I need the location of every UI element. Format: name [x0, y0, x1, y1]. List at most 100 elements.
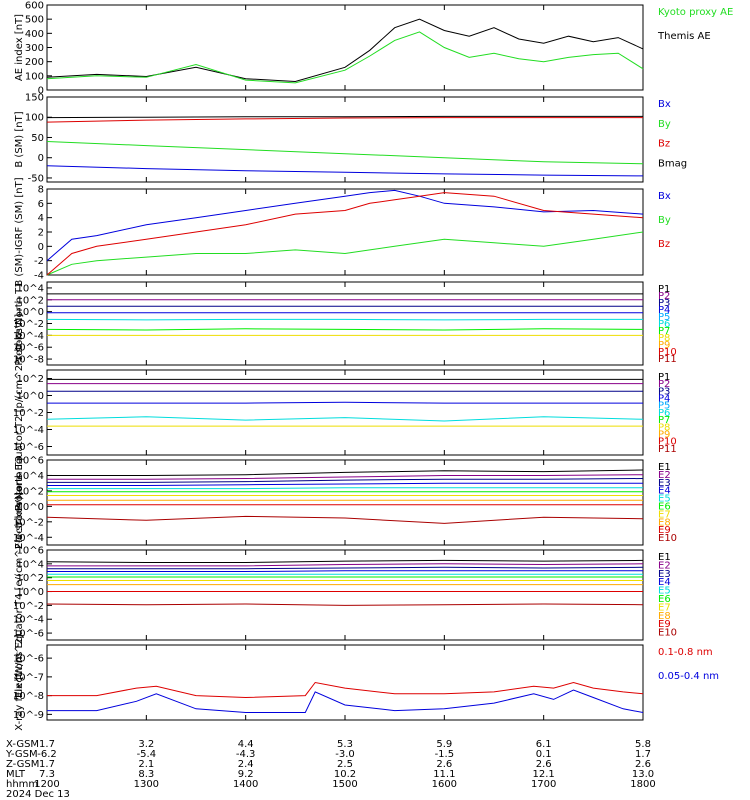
panel-3-ytick-label: 10^4: [17, 283, 44, 294]
time-row-value: 2.1: [138, 759, 154, 770]
panel-5-ytick-label: 10^-4: [13, 533, 44, 544]
panel-6-ytick-label: 10^6: [17, 546, 44, 557]
time-row-value: 1.7: [635, 749, 651, 760]
panel-2-ytick-label: 4: [38, 213, 44, 224]
panel-3-legend-item: P6: [658, 319, 670, 330]
panel-3-legend-item: P1: [658, 284, 670, 295]
time-row-value: 3.2: [138, 739, 154, 750]
panel-6-legend-item: E9: [658, 619, 671, 630]
panel-4-ytick-label: 10^0: [17, 391, 44, 402]
panel-6-ytick-label: 10^2: [17, 573, 44, 584]
panel-1-ytick-label: 100: [25, 113, 44, 124]
panel-3-legend-item: P10: [658, 347, 677, 358]
panel-6-legend-item: E4: [658, 577, 671, 588]
time-row-value: 8.3: [138, 769, 154, 780]
panel-5-legend-item: E2: [658, 470, 671, 481]
time-row-value: -3.0: [335, 749, 355, 760]
panel-4-legend-item: P11: [658, 444, 677, 455]
panel-3-ytick-label: 10^-8: [13, 355, 44, 366]
panel-3-legend-item: P8: [658, 333, 670, 344]
time-row-label: X-GSM: [6, 739, 39, 750]
panel-0-ytick-label: 600: [25, 1, 44, 12]
time-row-value: 9.2: [238, 769, 254, 780]
panel-0-legend-item: Kyoto proxy AE: [658, 7, 733, 18]
panel-7-series-0-1-0-8-nm: [47, 681, 644, 699]
panel-0-ylabel: AE index [nT]: [14, 14, 25, 81]
panel-5-ytick-label: 10^6: [17, 456, 44, 467]
panel-6-legend-item: E5: [658, 586, 671, 597]
panel-0-ytick-label: 100: [25, 71, 44, 82]
time-row-value: -1.5: [435, 749, 455, 760]
time-row-value: 2.6: [436, 759, 452, 770]
panel-3-legend-item: P11: [658, 354, 677, 365]
time-row-label: Y-GSM: [5, 749, 38, 760]
panel-2-legend-item: Bx: [658, 191, 671, 202]
panel-7-series-0-05-0-4-nm: [47, 689, 644, 713]
panel-3-ytick-label: 10^-2: [13, 319, 44, 330]
panel-3-ytick-label: 10^0: [17, 307, 44, 318]
time-row-label: hhmm: [6, 779, 38, 790]
time-row-value: 2.6: [635, 759, 651, 770]
panel-2-frame: [46, 188, 644, 276]
panel-3-series-p5: [46, 318, 643, 321]
time-row-value: 0.1: [536, 749, 552, 760]
panel-1-series-bmag: [46, 115, 643, 119]
panel-5-series-e4: [47, 482, 643, 486]
time-row-value: 6.1: [536, 739, 552, 750]
time-row-value: 1800: [630, 779, 655, 790]
panel-6-frame: [46, 549, 644, 641]
time-row-label: Z-GSM: [6, 759, 39, 770]
panel-0-ytick-label: 200: [25, 57, 44, 68]
panel-4-legend-item: P9: [658, 429, 670, 440]
panel-4-series-p6: [46, 416, 644, 422]
time-row-value: 1600: [432, 779, 457, 790]
time-row-value: 1.7: [39, 759, 55, 770]
panel-6-ytick-label: 10^-6: [13, 629, 44, 640]
panel-2-ytick-label: 2: [38, 228, 44, 239]
time-row-value: 11.1: [433, 769, 455, 780]
panel-2-ytick-label: -2: [34, 256, 44, 267]
time-row-value: 1200: [34, 779, 59, 790]
panel-4-legend-item: P5: [658, 401, 670, 412]
time-row-value: -6.2: [37, 749, 57, 760]
panel-5-series-e3: [47, 478, 644, 483]
panel-3-legend-item: P4: [658, 305, 670, 316]
panel-5-series-e10: [46, 515, 644, 524]
panel-5-ytick-label: 10^0: [17, 502, 44, 513]
panel-4-legend-item: P7: [658, 415, 670, 426]
panel-6-ytick-label: 10^0: [17, 587, 44, 598]
panel-7-ylabel: X-ray flux [W/m^2]: [14, 634, 25, 731]
panel-6-ytick-label: 10^4: [17, 559, 44, 570]
panel-0-ytick-label: 400: [25, 29, 44, 40]
panel-2-series-bx: [46, 189, 644, 262]
panel-6-series-e10: [46, 603, 644, 606]
panel-1-frame: [46, 96, 644, 183]
panel-6-legend-item: E7: [658, 602, 671, 613]
panel-4-ytick-label: 10^-2: [13, 408, 44, 419]
panel-6-legend-item: E6: [658, 594, 671, 605]
panel-3-series-p7: [46, 328, 644, 331]
panel-0-ytick-label: 500: [25, 15, 44, 26]
panel-2-ytick-label: -4: [34, 271, 44, 282]
time-row-value: 7.3: [39, 769, 55, 780]
panel-3-legend-item: P7: [658, 326, 670, 337]
panel-6-ylabel: Electrons Equator T4 [e/(cm^2-s-sr-keV)]: [14, 492, 25, 698]
time-row-value: 10.2: [334, 769, 356, 780]
panel-6-ytick-label: 10^-2: [13, 601, 44, 612]
panel-2-legend-item: Bz: [658, 239, 670, 250]
panel-5-legend-item: E10: [658, 533, 677, 544]
panel-0-series-kyoto-proxy-ae: [46, 31, 644, 84]
time-row-value: 1500: [332, 779, 357, 790]
panel-5-legend-item: E4: [658, 486, 671, 497]
date-label: 2024 Dec 13: [6, 789, 70, 800]
time-row-value: 2.4: [238, 759, 254, 770]
panel-5-ytick-label: 10^-2: [13, 517, 44, 528]
panel-6-legend-item: E8: [658, 611, 671, 622]
time-row-value: -5.4: [137, 749, 157, 760]
panel-5-ylabel: Electrons North T3: [14, 456, 25, 549]
time-row-value: -4.3: [236, 749, 256, 760]
panel-1-ytick-label: 150: [25, 93, 44, 104]
panel-2-ylabel: B (SM)-IGRF (SM) [nT]: [14, 177, 25, 286]
panel-5-ytick-label: 10^2: [17, 486, 44, 497]
panel-1-ytick-label: 0: [38, 153, 44, 164]
